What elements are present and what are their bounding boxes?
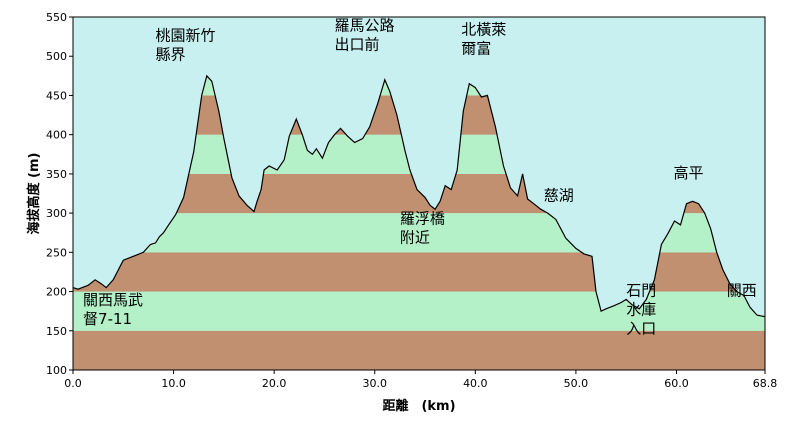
annotation-label: 石門水庫入口 [626, 281, 656, 337]
elevation-band [73, 330, 765, 370]
x-tick-label: 30.0 [362, 377, 387, 390]
x-tick-label: 20.0 [262, 377, 287, 390]
x-axis: 0.0 10.0 20.0 30.0 40.0 50.0 60.0 68.8 [64, 370, 777, 390]
y-tick-label: 350 [46, 168, 67, 181]
annotation-label: 慈湖 [544, 187, 574, 205]
elevation-profile-line [72, 74, 766, 318]
annotation-label: 關西 [727, 281, 757, 299]
y-tick-label: 150 [46, 325, 67, 338]
x-tick-label: 40.0 [463, 377, 488, 390]
x-tick-label: 50.0 [564, 377, 589, 390]
x-tick-label: 68.8 [753, 377, 778, 390]
annotation-label: 羅浮橋附近 [400, 209, 445, 246]
annotation-label: 北橫萊爾富 [461, 20, 506, 57]
y-axis: 100 150 200 250 300 350 400 450 500 550 [46, 11, 73, 377]
x-axis-title: 距離 (km) [382, 398, 455, 414]
elevation-band [73, 291, 765, 331]
y-tick-label: 250 [46, 246, 67, 259]
plot-frame [72, 16, 766, 371]
annotation-label: 高平 [673, 164, 703, 182]
elevation-band [73, 252, 765, 292]
x-tick-label: 60.0 [664, 377, 689, 390]
annotation-label: 桃園新竹縣界 [155, 27, 215, 64]
y-tick-label: 300 [46, 207, 67, 220]
x-tick-label: 10.0 [161, 377, 186, 390]
y-axis-title: 海拔高度 (m) [26, 153, 42, 235]
y-tick-label: 550 [46, 11, 67, 24]
y-tick-label: 450 [46, 89, 67, 102]
y-tick-label: 100 [46, 364, 67, 377]
x-tick-label: 0.0 [64, 377, 82, 390]
y-tick-label: 200 [46, 286, 67, 299]
y-tick-label: 400 [46, 129, 67, 142]
annotation-label: 關西馬武督7-11 [83, 291, 143, 328]
annotation-label: 羅馬公路出口前 [335, 16, 395, 53]
y-tick-label: 500 [46, 50, 67, 63]
